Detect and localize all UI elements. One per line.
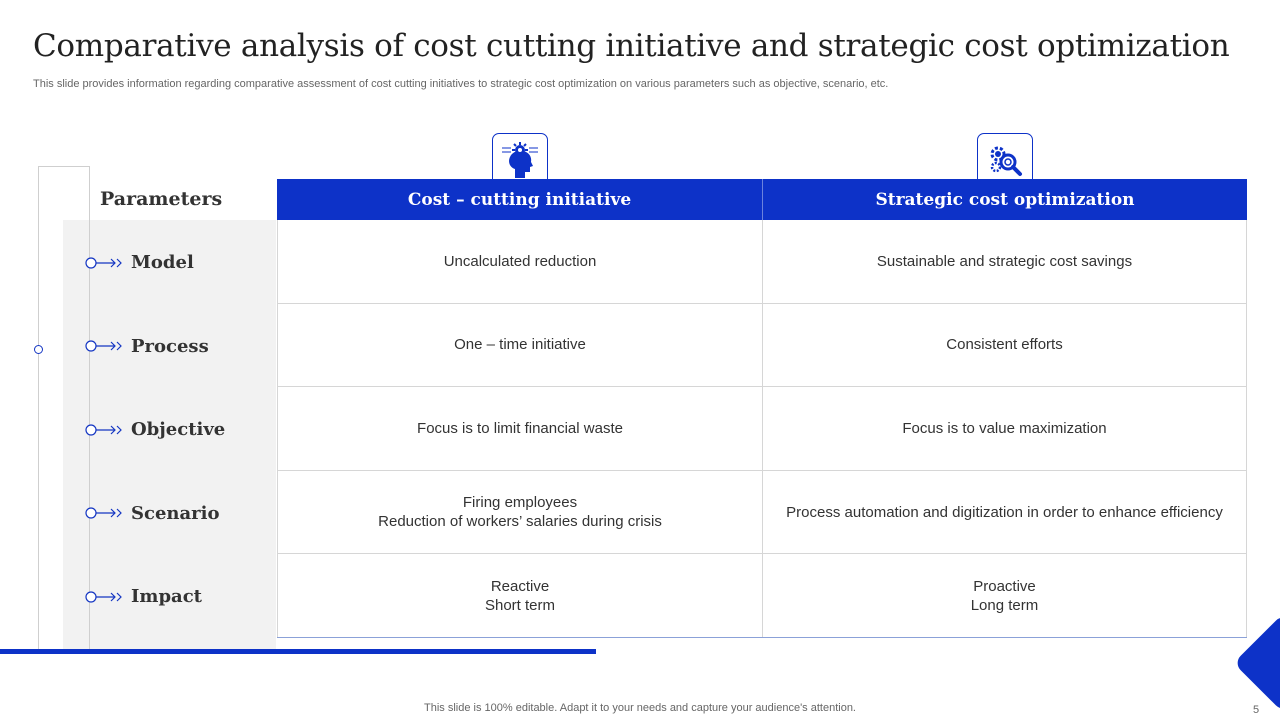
table-row: Uncalculated reduction Sustainable and st… (277, 220, 1247, 304)
parameter-label: Impact (131, 586, 202, 608)
accent-bar (0, 649, 596, 654)
column-header-strategic-optimization: Strategic cost optimization (762, 179, 1247, 220)
cell-text: Focus is to value maximization (902, 419, 1107, 437)
parameter-row: Process (85, 305, 275, 388)
parameter-label: Model (131, 252, 194, 273)
strategic-optimization-cell: Consistent efforts (762, 303, 1247, 387)
cell-text: Short term (484, 596, 556, 614)
parameter-label: Process (131, 335, 209, 357)
table-row: Firing employees Reduction of workers’ sa… (277, 470, 1247, 555)
cost-cutting-cell: Focus is to limit financial waste (277, 387, 762, 470)
arrow-connector-icon (85, 591, 122, 603)
table-body: Uncalculated reduction Sustainable and st… (277, 220, 1247, 638)
column-header-cost-cutting: Cost – cutting initiative (407, 189, 632, 210)
table-row: Focus is to limit financial waste Focus i… (277, 387, 1247, 471)
parameter-label: Objective (131, 419, 226, 441)
cell-text: Proactive (973, 577, 1036, 595)
cell-text: Sustainable and strategic cost savings (876, 252, 1133, 270)
cost-cutting-cell: One – time initiative (277, 303, 762, 387)
arrow-connector-icon (85, 507, 122, 519)
slide-subtitle: This slide provides information regardin… (33, 78, 889, 90)
footer-note: This slide is 100% editable. Adapt it to… (424, 702, 856, 714)
strategic-optimization-cell: Focus is to value maximization (762, 387, 1247, 470)
parameter-row: Model (85, 221, 275, 304)
page-number: 5 (1253, 704, 1260, 716)
table-row: One – time initiative Consistent efforts (277, 303, 1247, 388)
table-row: Reactive Short term Proactive Long term (277, 554, 1247, 638)
slide-title: Comparative analysis of cost cutting ini… (33, 28, 1230, 64)
strategic-optimization-cell: Process automation and digitization in o… (762, 470, 1247, 554)
bracket-dot (34, 345, 43, 354)
cell-text: Long term (970, 596, 1039, 614)
cost-cutting-cell: Uncalculated reduction (277, 220, 762, 303)
cell-text: Process automation and digitization in o… (786, 503, 1223, 521)
parameter-row: Impact (85, 555, 275, 638)
parameter-row: Scenario (85, 472, 275, 555)
parameters-header: Parameters (100, 188, 223, 210)
arrow-connector-icon (85, 256, 122, 269)
bracket-line (38, 166, 90, 652)
cell-text: Uncalculated reduction (443, 252, 597, 270)
arrow-connector-icon (85, 424, 122, 436)
cell-text: Reactive (490, 577, 550, 595)
cell-text: Reduction of workers’ salaries during cr… (378, 513, 662, 531)
parameter-label: Scenario (131, 502, 220, 524)
cell-text: Consistent efforts (946, 336, 1063, 354)
cost-cutting-cell: Firing employees Reduction of workers’ sa… (277, 470, 762, 554)
strategic-optimization-cell: Proactive Long term (762, 554, 1247, 637)
cost-cutting-cell: Reactive Short term (277, 554, 762, 637)
cell-text: One – time initiative (454, 336, 586, 354)
arrow-connector-icon (85, 340, 122, 352)
cell-text: Firing employees (462, 494, 578, 512)
cell-text: Focus is to limit financial waste (417, 419, 623, 437)
parameter-row: Objective (85, 388, 275, 471)
comparison-table: Cost – cutting initiative Strategic cost… (277, 179, 1247, 638)
parameters-panel (63, 220, 276, 652)
strategic-optimization-cell: Sustainable and strategic cost savings (762, 220, 1247, 303)
table-header: Cost – cutting initiative Strategic cost… (277, 179, 1247, 220)
